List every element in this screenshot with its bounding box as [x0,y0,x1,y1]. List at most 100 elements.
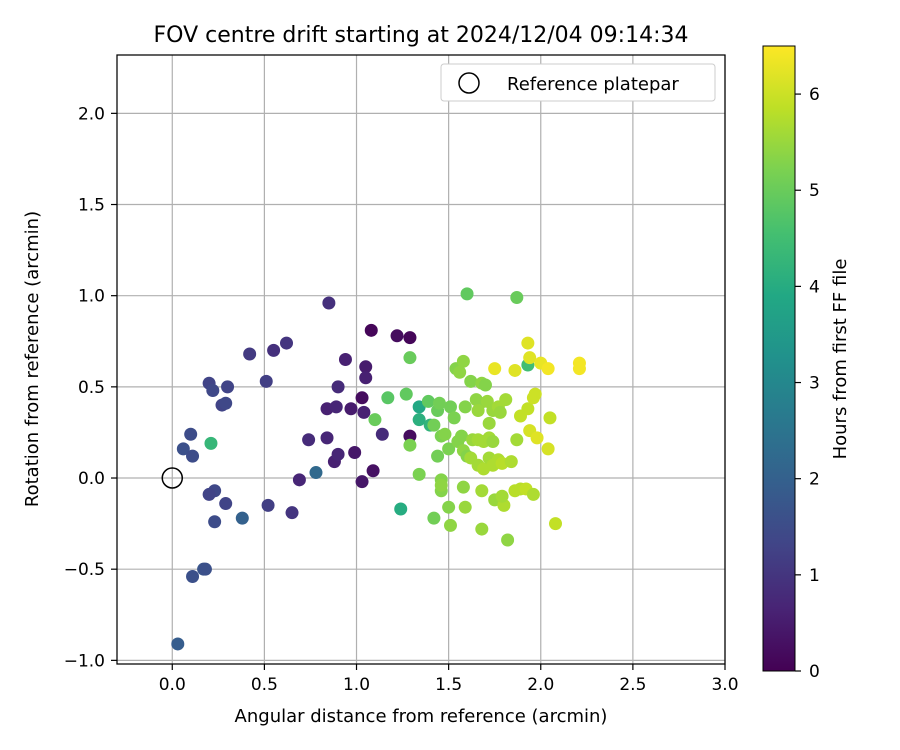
scatter-point [541,442,555,456]
scatter-point [221,380,235,394]
scatter-point [421,394,435,408]
scatter-point [543,411,557,425]
scatter-point [521,336,535,350]
scatter-point [434,478,448,492]
colorbar-tick-label: 5 [809,181,820,201]
x-tick-label: 2.0 [527,675,554,695]
scatter-point [499,393,513,407]
scatter-point [460,287,474,301]
y-axis-label: Rotation from reference (arcmin) [22,211,43,507]
legend-marker-open-circle [458,72,480,94]
scatter-point [521,402,535,416]
chart-title: FOV centre drift starting at 2024/12/04 … [154,23,689,48]
scatter-point [292,473,306,487]
reference-platepar-marker [161,467,184,489]
scatter-point [202,487,216,501]
scatter-point [482,416,496,430]
x-tick-label: 2.5 [619,675,646,695]
colorbar-tick-label: 2 [809,470,820,490]
scatter-point [508,363,522,377]
scatter-point [572,362,586,376]
scatter-point [243,347,257,361]
scatter-point [186,449,200,463]
colorbar-tick-label: 4 [809,277,820,297]
x-tick-label: 0.5 [251,675,278,695]
colorbar-tick-label: 6 [809,85,820,105]
scatter-point [442,442,456,456]
x-axis-label: Angular distance from reference (arcmin) [235,706,608,727]
scatter-point [267,343,281,357]
scatter-points [171,287,586,651]
scatter-point [176,442,190,456]
scatter-point [219,497,233,511]
scatter-point [366,464,380,478]
scatter-point [359,360,373,374]
scatter-point [501,533,515,547]
scatter-point [309,466,323,480]
scatter-point [438,427,452,441]
colorbar [762,45,796,672]
scatter-point [394,502,408,516]
scatter-point [403,351,417,365]
x-axis-ticks: 0.0 0.5 1.0 1.5 2.0 2.5 3.0 [159,664,739,695]
scatter-point [381,391,395,405]
scatter-point [235,511,249,525]
scatter-point [504,455,518,469]
scatter-point [510,291,524,305]
scatter-point [368,413,382,427]
scatter-point [442,500,456,514]
scatter-point [348,445,362,459]
colorbar-label: Hours from first FF file [830,259,851,460]
x-tick-label: 3.0 [711,675,738,695]
scatter-point [530,431,544,445]
reference-layer [161,467,184,489]
scatter-point [431,449,445,463]
y-tick-label: 2.0 [78,104,105,124]
scatter-point [412,467,426,481]
scatter-point [403,438,417,452]
scatter-point [357,405,371,419]
scatter-point [403,429,417,443]
colorbar-tick-label: 3 [809,374,820,394]
scatter-point [432,396,446,410]
colorbar-tick-label: 1 [809,566,820,586]
scatter-point [302,433,316,447]
plot-area-frame [116,54,726,665]
legend-label: Reference platepar [507,74,679,95]
scatter-point [427,418,441,432]
scatter-point [526,487,540,501]
scatter-point [285,506,299,520]
scatter-point [219,396,233,410]
y-tick-label: 1.0 [78,287,105,307]
scatter-point [171,637,185,651]
scatter-point [355,475,369,489]
scatter-point [495,489,509,503]
scatter-point [186,569,200,583]
scatter-point [455,429,469,443]
scatter-point [443,518,457,532]
scatter-point [322,296,336,310]
scatter-point [355,391,369,405]
scatter-point [331,447,345,461]
scatter-point [261,498,275,512]
legend: Reference platepar [440,63,716,102]
scatter-point [208,515,222,529]
scatter-point [427,511,441,525]
scatter-point [464,374,478,388]
scatter-point [329,400,343,414]
scatter-point [548,517,562,531]
scatter-point [403,331,417,345]
scatter-point [528,387,542,401]
scatter-point [443,400,457,414]
scatter-point [359,371,373,385]
scatter-point [280,336,294,350]
scatter-point [541,362,555,376]
y-tick-label: −1.0 [64,651,105,671]
x-tick-label: 0.0 [159,675,186,695]
colorbar-tick-label: 0 [809,662,820,682]
scatter-point [475,484,489,498]
scatter-point [458,400,472,414]
y-tick-label: 0.5 [78,378,105,398]
scatter-point [375,427,389,441]
